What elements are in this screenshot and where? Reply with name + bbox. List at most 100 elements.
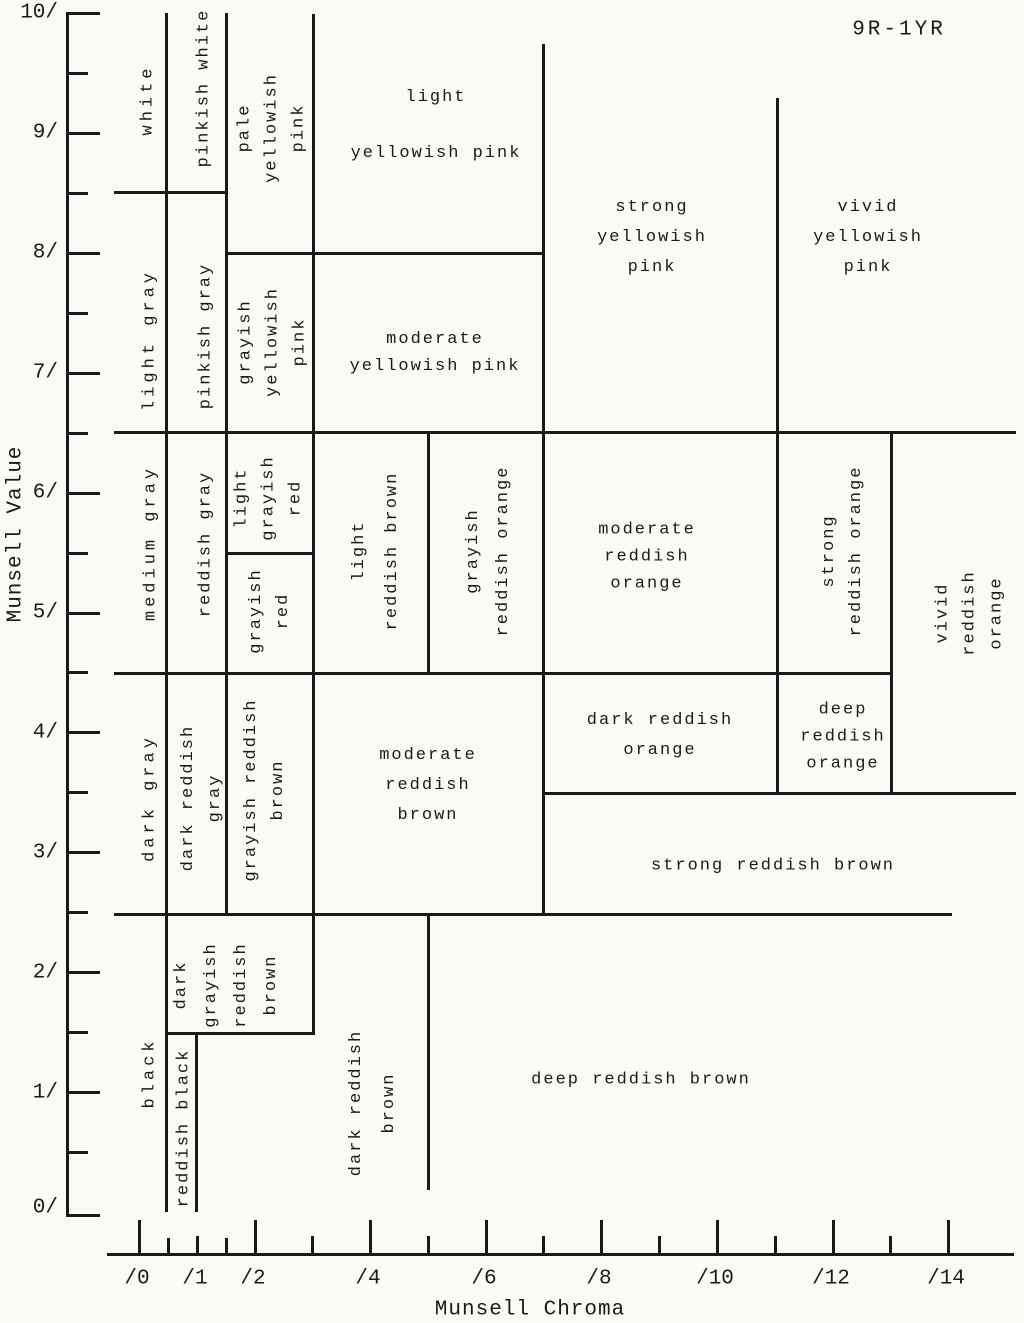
x-tick-label-6: /6 [471,1267,497,1291]
x-tick-8 [600,1220,603,1254]
region-label-deep-reddish-brown: deep reddish brown [531,1070,751,1090]
x-tick-13 [889,1236,892,1254]
x-tick-11 [774,1236,777,1254]
x-tick-label-12: /12 [812,1267,850,1291]
x-tick-6 [485,1220,488,1254]
x-tick-0.5 [167,1238,170,1254]
x-tick-3 [311,1236,314,1254]
region-label-deep-reddish-orange: deep reddish orange [800,700,886,774]
x-tick-label-10: /10 [696,1267,734,1291]
x-tick-label-0: /0 [124,1267,150,1291]
region-label-vivid-yellowish-pink: vivid yellowish pink [813,198,923,277]
boundary-h-value-5.5 [225,552,315,555]
y-axis-title: Munsell Value [4,445,28,623]
y-tick-7 [66,372,100,375]
x-tick-label-1: /1 [182,1267,208,1291]
x-tick-1 [196,1236,199,1254]
y-tick-label-6: 6/ [32,481,58,505]
region-label-grayish-red: grayish red [247,568,293,654]
boundary-h-value-6.5 [114,431,1016,434]
y-tick-6 [66,492,100,495]
y-tick-label-1: 1/ [32,1081,58,1105]
region-label-dark-grayish-reddish-brown: dark grayish reddish brown [172,942,281,1028]
region-label-grayish-reddish-orange: grayish reddish orange [464,465,513,637]
region-label-strong-reddish-brown: strong reddish brown [650,856,896,876]
y-tick-label-0: 0/ [32,1196,58,1220]
region-label-moderate-reddish-orange: moderate reddish orange [598,520,696,594]
x-tick-label-2: /2 [240,1267,266,1291]
y-tick-6.5 [66,432,88,435]
y-tick-label-9: 9/ [32,121,58,145]
x-tick-label-14: /14 [927,1267,965,1291]
region-label-dark-reddish-orange: dark reddish orange [586,711,734,760]
region-label-dark-gray: dark gray [140,734,160,862]
x-tick-10 [716,1220,719,1254]
x-tick-9 [658,1236,661,1254]
boundary-v-chroma-13 [890,432,893,794]
y-tick-8.5 [66,192,88,195]
region-label-white: white [138,64,158,136]
y-tick-8 [66,252,100,255]
boundary-h-value-8.5 [114,191,228,194]
region-label-reddish-black: reddish black [174,1048,194,1208]
y-tick-0 [66,1214,100,1217]
y-tick-9.5 [66,72,88,75]
region-label-pinkish-white: pinkish white [194,8,214,168]
boundary-h-value-2.5 [114,913,952,916]
region-label-light-reddish-brown: light reddish brown [350,471,402,631]
boundary-h-value-1.5 [165,1032,315,1035]
x-tick-label-8: /8 [586,1267,612,1291]
region-label-vivid-reddish-orange: vivid reddish orange [933,570,1007,656]
boundary-v-chroma-7 [542,44,545,915]
y-tick-3 [66,851,100,854]
y-tick-label-7: 7/ [32,361,58,385]
region-label-strong-yellowish-pink: strong yellowish pink [597,198,707,277]
x-tick-2 [254,1220,257,1254]
region-label-light-gray: light gray [140,268,160,412]
y-tick-label-4: 4/ [32,721,58,745]
y-tick-label-10: 10/ [20,1,58,25]
y-tick-label-5: 5/ [32,601,58,625]
region-label-grayish-reddish-brown: grayish reddish brown [242,698,288,882]
region-label-medium-gray: medium gray [141,464,161,622]
x-tick-7 [542,1236,545,1254]
region-label-dark-reddish-gray: dark reddish gray [179,724,225,872]
region-label-light-yellowish-pink: light yellowish pink [350,88,522,163]
boundary-v-chroma-11 [776,98,779,794]
y-tick-2.5 [66,911,88,914]
y-tick-7.5 [66,312,88,315]
y-axis-line [66,13,69,1217]
region-label-black: black [140,1037,160,1109]
x-tick-5 [427,1236,430,1254]
y-tick-10 [66,12,100,15]
x-tick-12 [832,1220,835,1254]
boundary-h-value-4.5 [114,672,893,675]
boundary-v-chroma-1.5 [225,13,228,913]
y-tick-label-3: 3/ [32,841,58,865]
y-tick-5.5 [66,552,88,555]
x-tick-1.5 [225,1238,228,1254]
region-label-grayish-yellowish-pink: grayish yellowish pink [236,287,310,397]
y-tick-4 [66,731,100,734]
region-label-pale-yellowish-pink: pale yellowish pink [235,73,309,183]
y-tick-9 [66,132,100,135]
y-tick-1.5 [66,1031,88,1034]
y-tick-2 [66,971,100,974]
boundary-v-chroma-5-upper [427,432,430,674]
boundary-v-chroma-0.5 [165,13,168,1212]
boundary-v-chroma-1 [195,1032,198,1212]
x-tick-14 [947,1220,950,1254]
boundary-h-value-8 [225,252,545,255]
hue-range-title: 9R-1YR [852,18,946,42]
region-label-strong-reddish-orange: strong reddish orange [820,465,866,637]
region-label-moderate-yellowish-pink: moderate yellowish pink [349,330,521,376]
region-label-light-grayish-red: light grayish red [232,455,306,541]
boundary-v-chroma-3 [312,14,315,1032]
y-tick-label-8: 8/ [32,241,58,265]
region-label-dark-reddish-brown: dark reddish brown [347,1029,399,1177]
x-tick-0 [138,1220,141,1254]
y-tick-label-2: 2/ [32,961,58,985]
x-axis-line [107,1253,1014,1256]
region-label-moderate-reddish-brown: moderate reddish brown [379,746,477,825]
